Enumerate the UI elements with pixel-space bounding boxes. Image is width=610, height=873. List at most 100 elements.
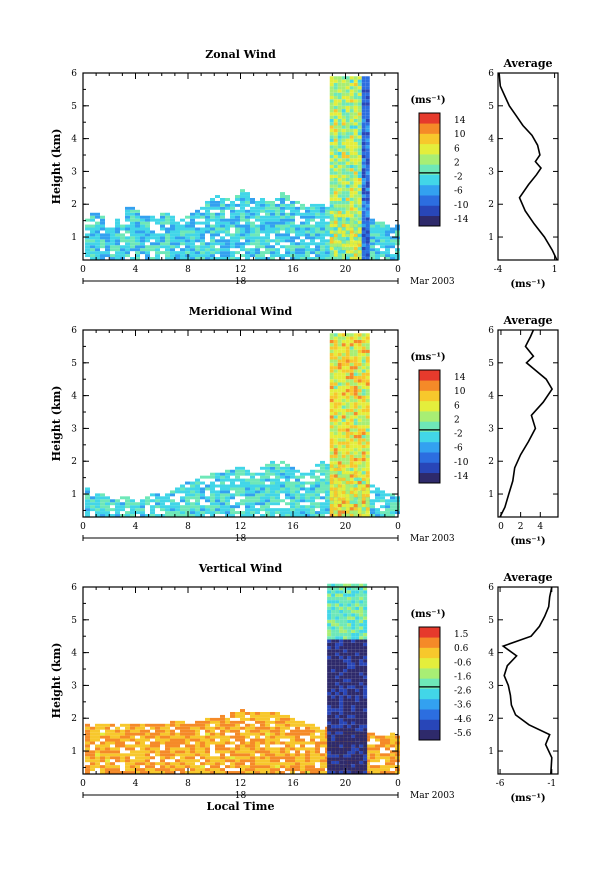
heatmap-cell: [329, 398, 334, 403]
heatmap-cell: [90, 750, 95, 754]
heatmap-cell: [349, 497, 354, 501]
heatmap-cell: [345, 138, 350, 142]
heatmap-cell: [235, 257, 240, 260]
heatmap-cell: [90, 245, 95, 249]
heatmap-cell: [285, 762, 290, 766]
heatmap-cell: [310, 212, 315, 216]
heatmap-cell: [327, 669, 332, 673]
heatmap-cell: [361, 145, 366, 149]
heatmap-cell: [325, 478, 330, 482]
heatmap-cell: [260, 759, 265, 763]
heatmap-cell: [275, 236, 280, 240]
heatmap-cell: [200, 756, 205, 760]
date-label: Mar 2003: [410, 277, 455, 287]
heatmap-cell: [353, 395, 358, 399]
heatmap-cell: [361, 418, 366, 422]
heatmap-cell: [150, 726, 155, 730]
heatmap-cell: [390, 505, 395, 509]
heatmap-cell: [329, 474, 334, 478]
heatmap-cell: [351, 744, 356, 748]
heatmap-cell: [270, 499, 275, 503]
heatmap-cell: [170, 230, 175, 234]
heatmap-cell: [205, 242, 210, 246]
heatmap-cell: [240, 469, 245, 473]
heatmap-cell: [365, 125, 370, 129]
heatmap-cell: [351, 590, 356, 594]
heatmap-cell: [245, 200, 250, 204]
heatmap-cell: [180, 511, 185, 515]
heatmap-cell: [200, 768, 205, 772]
heatmap-cell: [375, 493, 380, 497]
heatmap-cell: [210, 511, 215, 515]
heatmap-cell: [333, 349, 338, 353]
heatmap-cell: [385, 514, 390, 517]
heatmap-cell: [329, 412, 334, 416]
heatmap-cell: [195, 257, 200, 260]
heatmap-cell: [329, 490, 334, 495]
heatmap-cell: [357, 174, 362, 178]
heatmap-cell: [145, 257, 150, 260]
heatmap-cell: [359, 711, 364, 715]
heatmap-cell: [347, 757, 352, 761]
date-label: Mar 2003: [410, 791, 455, 801]
heatmap-cell: [345, 197, 350, 201]
heatmap-cell: [385, 499, 390, 503]
heatmap-cell: [341, 418, 346, 422]
heatmap-cell: [355, 760, 360, 765]
heatmap-cell: [315, 759, 320, 763]
heatmap-cell: [280, 200, 285, 204]
heatmap-cell: [125, 514, 130, 517]
heatmap-cell: [331, 606, 336, 610]
heatmap-cell: [333, 497, 338, 501]
heatmap-cell: [365, 467, 370, 472]
heatmap-cell: [250, 747, 255, 751]
heatmap-cell: [175, 254, 180, 258]
heatmap-cell: [270, 741, 275, 745]
heatmap-cell: [235, 251, 240, 255]
heatmap-cell: [359, 760, 364, 765]
heatmap-cell: [240, 230, 245, 234]
heatmap-cell: [335, 714, 340, 719]
heatmap-cell: [365, 434, 370, 439]
heatmap-cell: [357, 372, 362, 376]
colorbar-segment: [419, 143, 440, 155]
heatmap-cell: [357, 194, 362, 198]
heatmap-cell: [270, 460, 275, 464]
heatmap-cell: [140, 242, 145, 246]
heatmap-cell: [375, 251, 380, 255]
heatmap-cell: [337, 395, 342, 399]
heatmap-cell: [339, 721, 344, 725]
heatmap-cell: [337, 392, 342, 396]
heatmap-cell: [375, 768, 380, 772]
heatmap-cell: [140, 768, 145, 772]
heatmap-cell: [245, 744, 250, 748]
heatmap-cell: [347, 642, 352, 647]
heatmap-cell: [305, 248, 310, 252]
heatmap-cell: [125, 218, 130, 222]
heatmap-cell: [295, 245, 300, 249]
heatmap-cell: [275, 239, 280, 243]
heatmap-cell: [359, 646, 364, 650]
heatmap-cell: [341, 372, 346, 376]
heatmap-cell: [320, 768, 325, 772]
heatmap-cell: [145, 236, 150, 240]
heatmap-cell: [325, 227, 330, 231]
heatmap-cell: [95, 254, 100, 258]
heatmap-cell: [353, 79, 358, 83]
heatmap-cell: [380, 242, 385, 246]
heatmap-cell: [85, 750, 90, 754]
heatmap-cell: [315, 209, 320, 213]
heatmap-cell: [349, 164, 354, 169]
heatmap-cell: [333, 369, 338, 373]
heatmap-cell: [165, 762, 170, 766]
heatmap-cell: [210, 245, 215, 249]
heatmap-cell: [357, 230, 362, 234]
heatmap-cell: [240, 709, 245, 712]
heatmap-cell: [361, 451, 366, 455]
heatmap-cell: [240, 493, 245, 497]
heatmap-cell: [305, 215, 310, 219]
heatmap-cell: [337, 227, 342, 231]
heatmap-cell: [345, 385, 350, 390]
heatmap-cell: [205, 762, 210, 766]
heatmap-cell: [245, 469, 250, 473]
